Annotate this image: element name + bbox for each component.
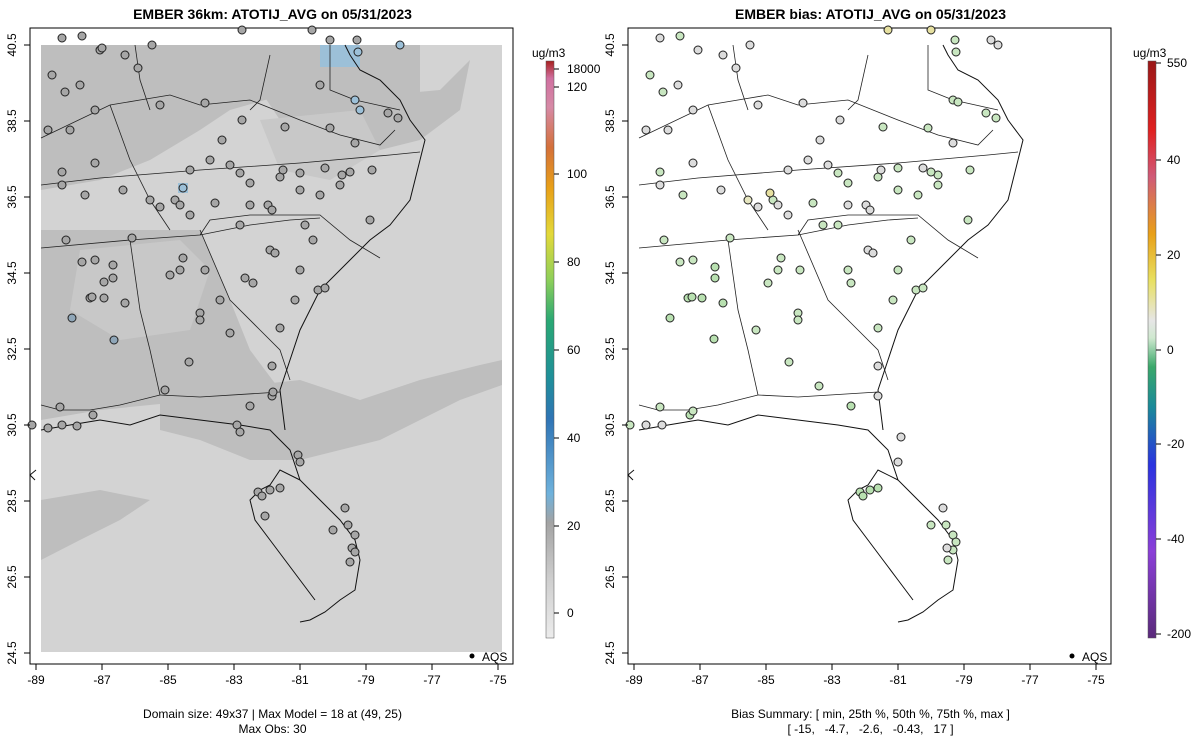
right-y-tick: 28.5 — [603, 489, 617, 513]
right-x-tick: -89 — [625, 673, 643, 687]
left-y-tick: 30.5 — [5, 413, 19, 437]
left-y-tick-labels: 40.5 38.5 36.5 34.5 32.5 30.5 28.5 26.5 … — [5, 33, 19, 665]
left-colorbar — [545, 60, 555, 639]
right-y-tick-labels: 40.5 38.5 36.5 34.5 32.5 30.5 28.5 26.5 … — [603, 33, 617, 665]
right-panel-title: EMBER bias: ATOTIJ_AVG on 05/31/2023 — [734, 6, 1007, 22]
right-colorbar-label: 40 — [1167, 153, 1181, 167]
left-colorbar-label: 120 — [567, 80, 587, 94]
left-x-tick: -87 — [93, 673, 111, 687]
left-colorbar-labels: 18000 120 100 80 60 40 20 0 — [567, 62, 601, 620]
right-caption-line1: Bias Summary: [ min, 25th %, 50th %, 75t… — [731, 707, 1010, 721]
right-colorbar-ticks — [1156, 62, 1161, 635]
right-y-tick: 36.5 — [603, 185, 617, 209]
left-colorbar-label: 40 — [567, 431, 581, 445]
right-colorbar-label: 20 — [1167, 248, 1181, 262]
left-x-tick: -75 — [489, 673, 507, 687]
left-aqs-marker-label: AQS — [482, 650, 507, 664]
left-model-high-cell — [320, 45, 360, 67]
right-plot-frame — [627, 27, 1112, 665]
right-colorbar-unit: ug/m3 — [1133, 46, 1167, 60]
right-x-tick: -79 — [955, 673, 973, 687]
right-colorbar-label: 550 — [1167, 56, 1187, 70]
left-colorbar-label: 80 — [567, 255, 581, 269]
right-colorbar-labels: 550 40 20 0 -20 -40 -200 — [1167, 56, 1191, 641]
right-y-tick: 40.5 — [603, 33, 617, 57]
left-colorbar-label: 0 — [567, 606, 574, 620]
left-y-tick: 34.5 — [5, 261, 19, 285]
left-y-tick: 26.5 — [5, 565, 19, 589]
right-y-tick: 30.5 — [603, 413, 617, 437]
right-x-tick: -85 — [757, 673, 775, 687]
left-colorbar-label: 100 — [567, 167, 587, 181]
left-x-tick: -83 — [225, 673, 243, 687]
left-colorbar-label: 20 — [567, 519, 581, 533]
right-y-tick: 24.5 — [603, 641, 617, 665]
left-aqs-marker-dot — [469, 653, 475, 659]
right-colorbar-label: 0 — [1167, 343, 1174, 357]
left-obs-markers — [27, 25, 405, 567]
right-x-tick: -81 — [889, 673, 907, 687]
left-colorbar-label: 60 — [567, 343, 581, 357]
left-x-tick-labels: -89 -87 -85 -83 -81 -79 -77 -75 — [27, 673, 507, 687]
left-y-tick: 24.5 — [5, 641, 19, 665]
left-colorbar-unit: ug/m3 — [532, 46, 566, 60]
left-model-mid-regions — [70, 110, 380, 340]
right-map-background — [628, 28, 1111, 664]
left-y-tick: 38.5 — [5, 109, 19, 133]
right-x-tick: -77 — [1021, 673, 1039, 687]
right-colorbar-label: -200 — [1167, 627, 1191, 641]
right-coastline — [627, 44, 1024, 623]
left-y-tick: 36.5 — [5, 185, 19, 209]
right-x-axis — [633, 664, 1097, 670]
right-colorbar-label: -40 — [1167, 532, 1185, 546]
left-y-axis — [24, 44, 30, 654]
right-y-tick: 38.5 — [603, 109, 617, 133]
right-colorbar-label: -20 — [1167, 437, 1185, 451]
right-bias-markers — [625, 25, 1003, 565]
right-y-tick: 26.5 — [603, 565, 617, 589]
left-y-tick: 32.5 — [5, 337, 19, 361]
left-x-tick: -89 — [27, 673, 45, 687]
left-colorbar-ticks — [554, 68, 559, 614]
right-x-tick: -83 — [823, 673, 841, 687]
right-x-tick: -75 — [1087, 673, 1105, 687]
right-y-axis — [622, 44, 628, 654]
left-state-boundaries — [40, 44, 421, 411]
right-caption-line2: [ -15, -4.7, -2.6, -0.43, 17 ] — [787, 722, 954, 736]
left-panel-title: EMBER 36km: ATOTIJ_AVG on 05/31/2023 — [133, 6, 412, 22]
left-x-tick: -77 — [423, 673, 441, 687]
left-x-axis — [35, 664, 499, 670]
left-caption-line1: Domain size: 49x37 | Max Model = 18 at (… — [143, 707, 402, 721]
right-x-tick-labels: -89 -87 -85 -83 -81 -79 -77 -75 — [625, 673, 1105, 687]
right-x-tick: -87 — [691, 673, 709, 687]
left-coastline — [29, 44, 426, 623]
right-state-boundaries — [638, 44, 1019, 411]
right-aqs-marker-label: AQS — [1082, 650, 1107, 664]
left-y-tick: 28.5 — [5, 489, 19, 513]
left-x-tick: -81 — [291, 673, 309, 687]
right-colorbar — [1147, 60, 1157, 639]
left-x-tick: -79 — [357, 673, 375, 687]
right-y-tick: 34.5 — [603, 261, 617, 285]
right-y-tick: 32.5 — [603, 337, 617, 361]
right-aqs-marker-dot — [1069, 653, 1075, 659]
left-plot-frame — [29, 27, 514, 665]
left-caption-line2: Max Obs: 30 — [238, 722, 307, 736]
left-colorbar-label: 18000 — [567, 62, 601, 76]
left-y-tick: 40.5 — [5, 33, 19, 57]
left-x-tick: -85 — [159, 673, 177, 687]
